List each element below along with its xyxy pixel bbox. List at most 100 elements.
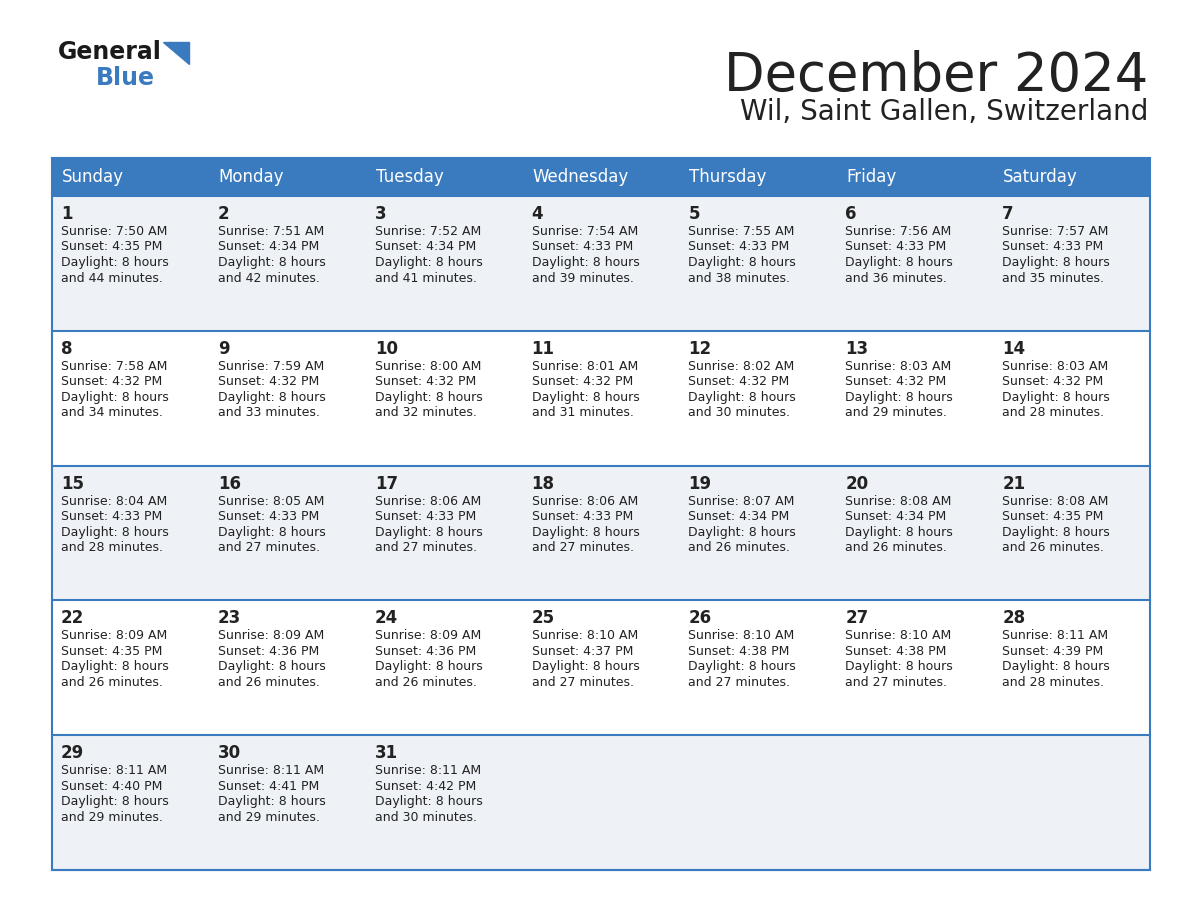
Text: Sunrise: 8:00 AM: Sunrise: 8:00 AM: [374, 360, 481, 373]
Text: Sunset: 4:40 PM: Sunset: 4:40 PM: [61, 779, 163, 793]
Text: Tuesday: Tuesday: [375, 168, 443, 186]
Text: Sunrise: 8:11 AM: Sunrise: 8:11 AM: [61, 764, 168, 778]
Text: and 33 minutes.: and 33 minutes.: [217, 407, 320, 420]
Text: Sunrise: 7:55 AM: Sunrise: 7:55 AM: [688, 225, 795, 238]
Bar: [993, 158, 1150, 196]
Text: and 27 minutes.: and 27 minutes.: [531, 541, 633, 554]
Text: Sunrise: 8:11 AM: Sunrise: 8:11 AM: [374, 764, 481, 778]
Text: 28: 28: [1003, 610, 1025, 627]
Bar: [52, 158, 209, 196]
Text: Daylight: 8 hours: Daylight: 8 hours: [217, 526, 326, 539]
Text: and 27 minutes.: and 27 minutes.: [217, 541, 320, 554]
Text: 21: 21: [1003, 475, 1025, 493]
Text: and 29 minutes.: and 29 minutes.: [61, 811, 163, 823]
Text: Sunset: 4:32 PM: Sunset: 4:32 PM: [531, 375, 633, 388]
Text: Sunset: 4:38 PM: Sunset: 4:38 PM: [688, 645, 790, 658]
Text: Sunset: 4:32 PM: Sunset: 4:32 PM: [688, 375, 790, 388]
Text: Sunrise: 8:08 AM: Sunrise: 8:08 AM: [1003, 495, 1108, 508]
Text: 17: 17: [374, 475, 398, 493]
Text: Sunset: 4:32 PM: Sunset: 4:32 PM: [846, 375, 947, 388]
Text: 31: 31: [374, 744, 398, 762]
Text: and 28 minutes.: and 28 minutes.: [1003, 407, 1104, 420]
Text: and 29 minutes.: and 29 minutes.: [846, 407, 947, 420]
Text: Wil, Saint Gallen, Switzerland: Wil, Saint Gallen, Switzerland: [740, 98, 1148, 126]
Text: Sunset: 4:36 PM: Sunset: 4:36 PM: [374, 645, 476, 658]
Text: Sunset: 4:34 PM: Sunset: 4:34 PM: [374, 241, 476, 253]
Text: and 28 minutes.: and 28 minutes.: [1003, 676, 1104, 688]
Text: Sunset: 4:35 PM: Sunset: 4:35 PM: [61, 645, 163, 658]
Text: Daylight: 8 hours: Daylight: 8 hours: [374, 795, 482, 808]
Text: and 39 minutes.: and 39 minutes.: [531, 272, 633, 285]
Text: and 35 minutes.: and 35 minutes.: [1003, 272, 1104, 285]
Text: Sunset: 4:33 PM: Sunset: 4:33 PM: [217, 510, 320, 523]
Text: Sunset: 4:35 PM: Sunset: 4:35 PM: [61, 241, 163, 253]
Text: Sunset: 4:32 PM: Sunset: 4:32 PM: [61, 375, 163, 388]
Text: Sunset: 4:33 PM: Sunset: 4:33 PM: [531, 241, 633, 253]
Text: and 27 minutes.: and 27 minutes.: [688, 676, 790, 688]
Text: Sunrise: 8:10 AM: Sunrise: 8:10 AM: [688, 630, 795, 643]
Text: Daylight: 8 hours: Daylight: 8 hours: [61, 526, 169, 539]
Text: Sunrise: 7:58 AM: Sunrise: 7:58 AM: [61, 360, 168, 373]
Text: 16: 16: [217, 475, 241, 493]
Text: Sunrise: 8:06 AM: Sunrise: 8:06 AM: [374, 495, 481, 508]
Text: 29: 29: [61, 744, 84, 762]
Text: Sunset: 4:33 PM: Sunset: 4:33 PM: [61, 510, 163, 523]
Text: Sunrise: 7:50 AM: Sunrise: 7:50 AM: [61, 225, 168, 238]
Text: Sunrise: 7:54 AM: Sunrise: 7:54 AM: [531, 225, 638, 238]
Text: Daylight: 8 hours: Daylight: 8 hours: [531, 660, 639, 674]
Text: 11: 11: [531, 340, 555, 358]
Text: and 31 minutes.: and 31 minutes.: [531, 407, 633, 420]
Text: Daylight: 8 hours: Daylight: 8 hours: [61, 256, 169, 269]
Text: Sunset: 4:39 PM: Sunset: 4:39 PM: [1003, 645, 1104, 658]
Text: Sunrise: 8:03 AM: Sunrise: 8:03 AM: [846, 360, 952, 373]
Text: Daylight: 8 hours: Daylight: 8 hours: [846, 256, 953, 269]
Text: and 26 minutes.: and 26 minutes.: [217, 676, 320, 688]
Text: 13: 13: [846, 340, 868, 358]
Text: Sunset: 4:38 PM: Sunset: 4:38 PM: [846, 645, 947, 658]
Text: and 30 minutes.: and 30 minutes.: [688, 407, 790, 420]
Text: Blue: Blue: [96, 66, 154, 90]
Text: 1: 1: [61, 205, 72, 223]
Text: Sunset: 4:34 PM: Sunset: 4:34 PM: [688, 510, 790, 523]
Text: Sunset: 4:33 PM: Sunset: 4:33 PM: [1003, 241, 1104, 253]
Text: Sunrise: 8:08 AM: Sunrise: 8:08 AM: [846, 495, 952, 508]
Text: 25: 25: [531, 610, 555, 627]
Text: 6: 6: [846, 205, 857, 223]
Text: 8: 8: [61, 340, 72, 358]
Text: 15: 15: [61, 475, 84, 493]
Text: Sunrise: 8:09 AM: Sunrise: 8:09 AM: [217, 630, 324, 643]
Bar: [523, 158, 680, 196]
Text: 27: 27: [846, 610, 868, 627]
Text: Saturday: Saturday: [1003, 168, 1078, 186]
Text: Sunrise: 7:59 AM: Sunrise: 7:59 AM: [217, 360, 324, 373]
Text: Daylight: 8 hours: Daylight: 8 hours: [688, 660, 796, 674]
Text: Daylight: 8 hours: Daylight: 8 hours: [688, 256, 796, 269]
Text: 4: 4: [531, 205, 543, 223]
Text: and 29 minutes.: and 29 minutes.: [217, 811, 320, 823]
Text: 10: 10: [374, 340, 398, 358]
Text: Daylight: 8 hours: Daylight: 8 hours: [1003, 526, 1110, 539]
Text: 19: 19: [688, 475, 712, 493]
Text: Sunset: 4:37 PM: Sunset: 4:37 PM: [531, 645, 633, 658]
Text: and 27 minutes.: and 27 minutes.: [374, 541, 476, 554]
Text: Daylight: 8 hours: Daylight: 8 hours: [688, 391, 796, 404]
Text: Daylight: 8 hours: Daylight: 8 hours: [374, 526, 482, 539]
Text: 5: 5: [688, 205, 700, 223]
Text: Daylight: 8 hours: Daylight: 8 hours: [217, 256, 326, 269]
Text: 7: 7: [1003, 205, 1013, 223]
Text: and 26 minutes.: and 26 minutes.: [688, 541, 790, 554]
Text: 18: 18: [531, 475, 555, 493]
Bar: [52, 158, 1150, 870]
Text: and 26 minutes.: and 26 minutes.: [61, 676, 163, 688]
Polygon shape: [163, 42, 189, 64]
Text: and 27 minutes.: and 27 minutes.: [846, 676, 947, 688]
Text: Sunrise: 8:07 AM: Sunrise: 8:07 AM: [688, 495, 795, 508]
Text: Sunrise: 7:51 AM: Sunrise: 7:51 AM: [217, 225, 324, 238]
Bar: [52, 600, 1150, 735]
Text: Daylight: 8 hours: Daylight: 8 hours: [217, 795, 326, 808]
Text: Sunrise: 8:11 AM: Sunrise: 8:11 AM: [1003, 630, 1108, 643]
Text: Sunrise: 8:01 AM: Sunrise: 8:01 AM: [531, 360, 638, 373]
Text: 9: 9: [217, 340, 229, 358]
Text: Sunset: 4:34 PM: Sunset: 4:34 PM: [217, 241, 320, 253]
Text: Wednesday: Wednesday: [532, 168, 628, 186]
